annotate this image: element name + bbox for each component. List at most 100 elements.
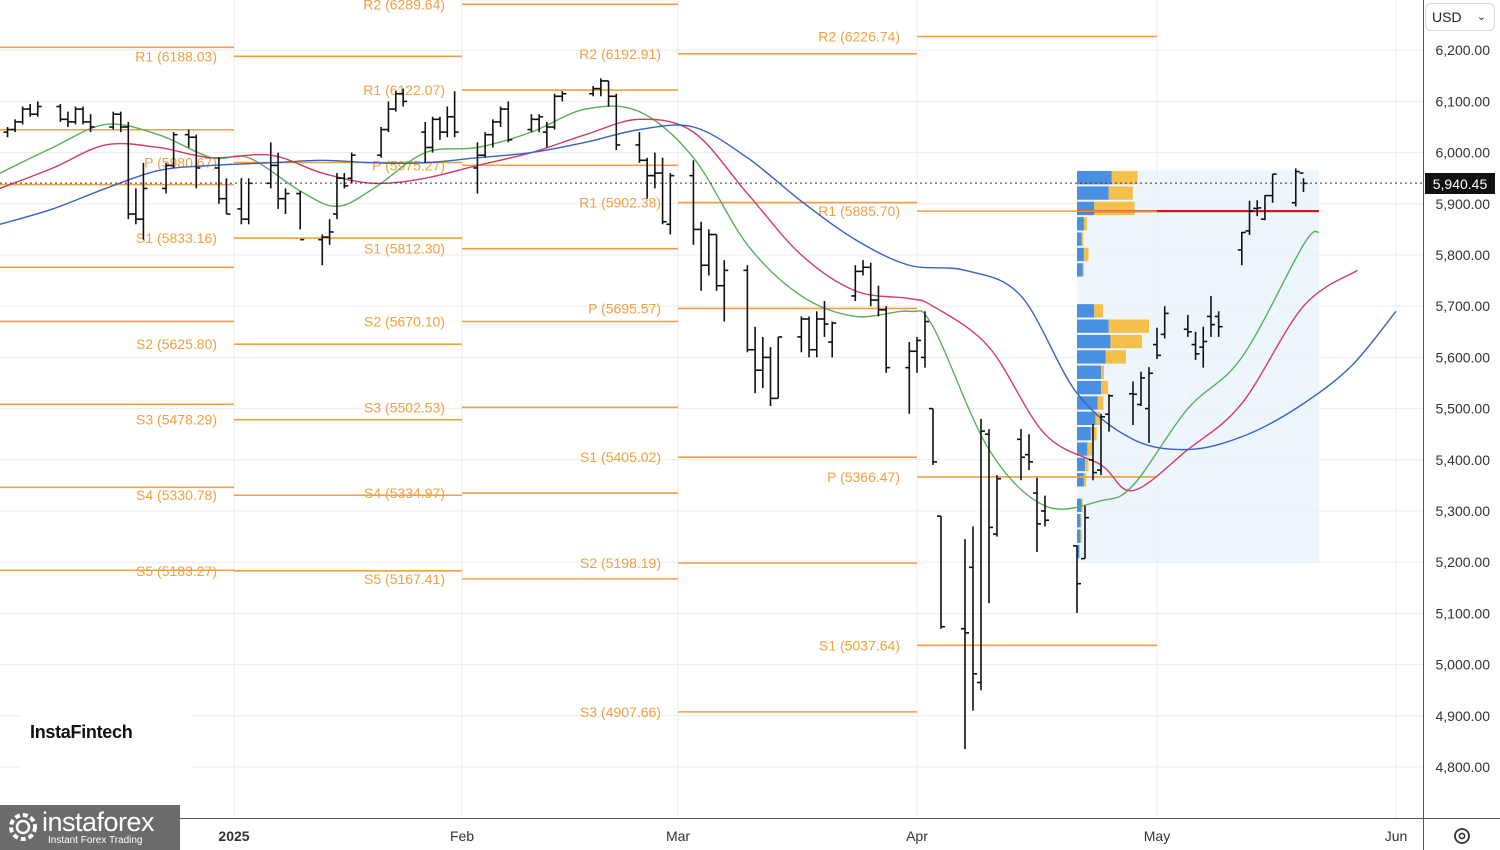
ohlc-bar — [3, 127, 12, 138]
pivot-label-r2: R2 (6226.74) — [818, 29, 900, 45]
volume-bin-buy — [1077, 457, 1086, 472]
instaforex-logo[interactable]: instaforex Instant Forex Trading — [0, 805, 180, 850]
ohlc-bar — [1025, 434, 1033, 471]
ohlc-bar — [1041, 495, 1049, 527]
ohlc-bar — [1291, 168, 1300, 207]
ohlc-bar — [139, 162, 148, 240]
pivot-label-p: P (5366.47) — [827, 469, 900, 485]
pivot-label-r1: R1 (5902.38) — [579, 195, 661, 211]
ohlc-bar — [244, 178, 253, 225]
ohlc-bar — [937, 515, 945, 629]
volume-bin-sell — [1111, 171, 1138, 185]
volume-bin-sell — [1082, 263, 1084, 277]
x-tick-label: 2025 — [218, 828, 249, 844]
grid-layer — [0, 0, 1423, 818]
volume-bin-sell — [1095, 411, 1101, 426]
volume-bin-sell — [1094, 304, 1103, 318]
volume-bin-sell — [1083, 217, 1087, 231]
ohlc-bar — [1268, 173, 1277, 203]
pivot-label-s1: S1 (5037.64) — [819, 637, 900, 653]
moving-average-mid — [0, 118, 1358, 492]
volume-bin-buy — [1077, 473, 1084, 487]
ohlc-bar — [905, 342, 914, 414]
ohlc-bar — [1206, 295, 1215, 337]
volume-bin-sell — [1097, 396, 1104, 410]
ohlc-bar — [635, 132, 644, 163]
ohlc-bar — [1089, 423, 1097, 481]
volume-bin-sell — [1081, 232, 1084, 246]
pivot-label-s3: S3 (5478.29) — [136, 412, 217, 428]
ohlc-bar — [1191, 331, 1200, 360]
volume-bin-buy — [1077, 544, 1080, 559]
brand-name: InstaFintech — [30, 722, 133, 742]
volume-bin-sell — [1087, 442, 1092, 456]
pivot-label-s4: S4 (5334.97) — [364, 485, 445, 501]
volume-bin-sell — [1080, 529, 1082, 543]
y-tick-label: 5,800.00 — [1436, 247, 1491, 263]
pivot-label-r1: R1 (6188.03) — [135, 48, 217, 64]
ohlc-bar — [828, 321, 837, 358]
ohlc-bar — [797, 316, 806, 353]
ohlc-bar — [851, 265, 860, 302]
ohlc-bar — [56, 103, 65, 122]
pivot-label-p: P (5695.57) — [588, 300, 661, 316]
y-tick-label: 6,100.00 — [1436, 93, 1491, 109]
ohlc-bar — [758, 336, 767, 389]
ohlc-bar — [1153, 327, 1161, 359]
ohlc-bar — [743, 265, 752, 353]
moving-average-slow — [0, 124, 1397, 451]
ohlc-bar — [596, 78, 605, 97]
pivot-label-r1: R1 (6122.07) — [363, 82, 445, 98]
ohlc-bar — [874, 285, 883, 317]
volume-bin-buy — [1077, 201, 1095, 216]
ohlc-bar — [774, 336, 783, 400]
ohlc-bar — [604, 80, 613, 107]
settings-icon[interactable] — [1452, 826, 1472, 846]
volume-bin-buy — [1077, 171, 1112, 185]
volume-bin-buy — [1077, 319, 1109, 333]
x-tick-label: Apr — [906, 828, 928, 844]
ohlc-bar — [985, 429, 993, 604]
volume-bin-sell — [1094, 201, 1135, 216]
ohlc-bar — [689, 160, 698, 245]
ohlc-bar — [1081, 505, 1089, 560]
pivot-label-s1: S1 (5812.30) — [364, 241, 445, 257]
ohlc-bar — [377, 127, 386, 158]
currency-select[interactable]: USD ⌄ — [1425, 3, 1495, 31]
volume-profile — [1077, 170, 1319, 563]
ohlc-bar — [612, 93, 621, 151]
y-tick-label: 4,800.00 — [1436, 759, 1491, 775]
volume-bin-sell — [1085, 457, 1089, 472]
ohlc-bar — [1160, 306, 1169, 339]
ohlc-bar — [1199, 326, 1208, 368]
ohlc-bar — [399, 88, 408, 107]
y-tick-label: 5,600.00 — [1436, 349, 1491, 365]
ohlc-bar — [1137, 371, 1145, 407]
ohlc-bar — [1183, 314, 1192, 337]
ohlc-bar — [488, 119, 497, 148]
ohlc-bar — [496, 106, 505, 127]
y-tick-label: 5,900.00 — [1436, 196, 1491, 212]
volume-bin-sell — [1108, 319, 1149, 333]
volume-bin-sell — [1110, 334, 1143, 349]
y-tick-label: 4,900.00 — [1436, 708, 1491, 724]
pivot-label-s2: S2 (5198.19) — [580, 555, 661, 571]
ohlc-bar — [281, 188, 290, 215]
volume-bin-buy — [1077, 186, 1109, 200]
ohlc-bar — [712, 233, 721, 291]
volume-bin-buy — [1077, 232, 1082, 246]
ohlc-bar — [421, 121, 430, 163]
volume-bin-buy — [1077, 350, 1106, 364]
ohlc-bar — [71, 106, 80, 125]
x-tick-label: Feb — [450, 828, 474, 844]
ohlc-bar — [820, 301, 829, 337]
pivot-label-r2: R2 (6289.64) — [363, 0, 445, 12]
ohlc-bar — [1097, 413, 1105, 476]
ohlc-bar — [921, 311, 929, 368]
ohlc-bar — [33, 101, 42, 117]
moving-averages — [0, 105, 1397, 510]
volume-bin-sell — [1083, 247, 1089, 262]
volume-bin-buy — [1077, 365, 1102, 379]
